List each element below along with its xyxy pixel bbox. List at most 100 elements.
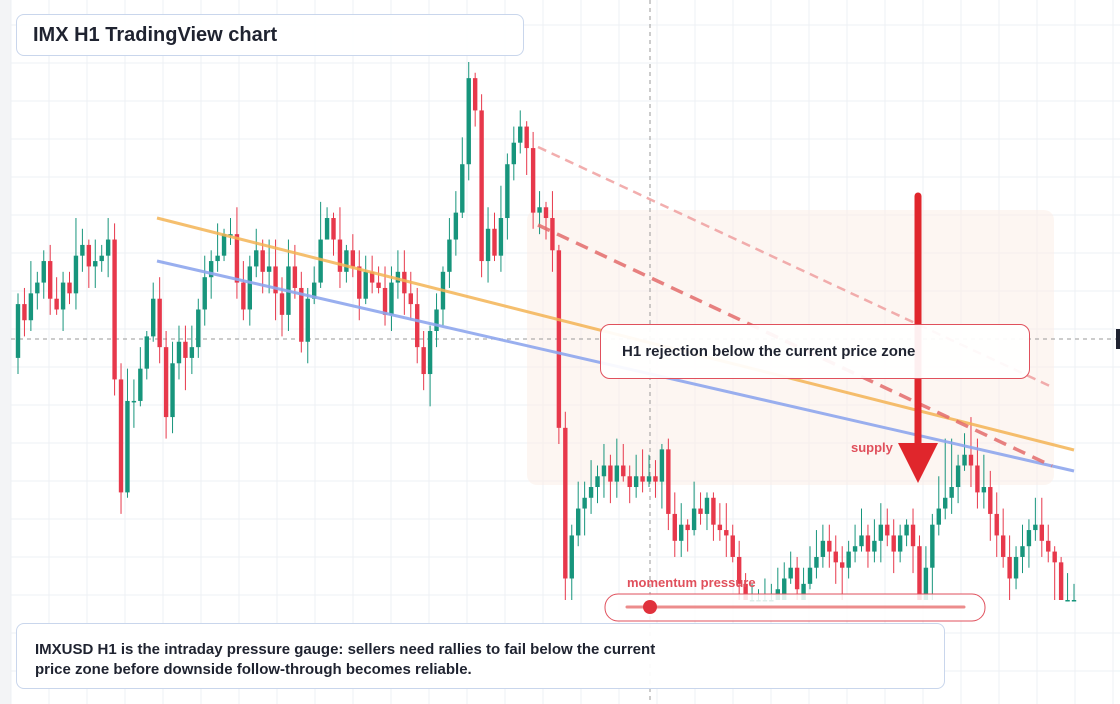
candle-body <box>981 487 987 493</box>
candle-body <box>679 524 684 541</box>
candle-body <box>672 513 677 541</box>
candle-body <box>228 234 233 236</box>
candle-body <box>736 556 742 584</box>
candle-body <box>118 379 124 493</box>
chart-left-rail <box>0 0 11 704</box>
candle-body <box>904 524 909 536</box>
candle-body <box>595 476 600 488</box>
candle-body <box>646 476 652 482</box>
candle-body <box>299 287 304 342</box>
candle-body <box>885 524 890 536</box>
candle-body <box>234 234 240 283</box>
candle-body <box>846 551 851 568</box>
candle-body <box>112 239 117 380</box>
candle-body <box>460 164 465 213</box>
candle-body <box>324 218 330 240</box>
candle-body <box>807 567 813 584</box>
candle-body <box>402 271 407 294</box>
candle-body <box>138 368 143 401</box>
candle-body <box>518 126 523 143</box>
candle-body <box>994 513 999 536</box>
candle-body <box>105 239 111 256</box>
candle-body <box>511 142 517 165</box>
candle-body <box>943 497 948 509</box>
candle-body <box>447 239 452 272</box>
candle-body <box>621 465 626 477</box>
candle-body <box>891 535 896 552</box>
candle-body <box>936 508 941 525</box>
candle-body <box>653 476 658 482</box>
candle-body <box>666 449 671 514</box>
candle-body <box>865 535 871 552</box>
candle-body <box>241 282 246 310</box>
candle-body <box>569 535 574 579</box>
candle-body <box>363 271 368 299</box>
candle-body <box>466 78 471 165</box>
candle-body <box>955 465 961 488</box>
candle-body <box>633 476 639 488</box>
candle-body <box>99 255 104 262</box>
candle-body <box>247 266 253 310</box>
candle-body <box>1058 562 1064 600</box>
candle-body <box>897 535 903 552</box>
momentum-label: momentum pressure <box>627 575 756 590</box>
candle-body <box>35 282 40 294</box>
chart-title-text: IMX H1 TradingView chart <box>33 23 278 46</box>
candle-body <box>1052 551 1057 563</box>
sell-arrow-head <box>898 443 938 483</box>
candle-body <box>331 218 336 240</box>
candle-body <box>691 508 697 531</box>
candle-body <box>215 255 220 262</box>
candle-body <box>485 228 491 262</box>
candle-body <box>492 228 497 256</box>
candle-body <box>563 427 568 579</box>
candle-body <box>820 540 826 557</box>
candle-body <box>337 239 343 272</box>
candle-body <box>60 282 66 310</box>
candle-body <box>550 218 555 251</box>
chart-title: IMX H1 TradingView chart <box>16 14 524 56</box>
candle-body <box>369 271 375 283</box>
candle-body <box>730 535 735 557</box>
candle-body <box>743 583 748 600</box>
candle-body <box>434 309 439 331</box>
rejection-callout: H1 rejection below the current price zon… <box>600 324 1030 379</box>
momentum-gauge-knob[interactable] <box>643 600 657 614</box>
candle-body <box>93 261 98 267</box>
candle-body <box>530 148 536 213</box>
candle-body <box>1020 546 1025 557</box>
candle-body <box>498 218 504 256</box>
candle-body <box>395 271 401 283</box>
candle-body <box>208 261 214 278</box>
candle-body <box>86 244 92 267</box>
price-axis-marker <box>1116 329 1120 349</box>
candle-body <box>556 250 562 428</box>
candle-body <box>975 465 980 493</box>
candle-body <box>608 465 613 482</box>
candle-body <box>196 309 201 348</box>
candle-body <box>427 331 433 375</box>
candle-body <box>151 298 156 337</box>
candle-body <box>131 400 137 403</box>
candle-body <box>28 293 34 321</box>
candle-body <box>988 487 993 514</box>
candle-body <box>839 562 845 568</box>
candle-body <box>923 567 929 600</box>
candle-body <box>1039 524 1045 541</box>
candle-body <box>73 255 79 294</box>
candle-body <box>80 244 85 256</box>
candle-body <box>930 524 935 568</box>
candle-body <box>788 567 793 579</box>
rejection-callout-text: H1 rejection below the current price zon… <box>622 343 916 360</box>
candle-body <box>22 304 27 321</box>
candle-body <box>698 508 703 514</box>
candle-body <box>1026 530 1032 547</box>
candle-body <box>54 298 59 310</box>
candle-body <box>47 261 53 299</box>
candle-body <box>376 282 381 288</box>
candle-body <box>279 293 285 315</box>
candle-body <box>878 524 884 541</box>
candle-body <box>15 304 21 358</box>
candle-body <box>717 524 723 531</box>
candle-body <box>968 454 974 466</box>
